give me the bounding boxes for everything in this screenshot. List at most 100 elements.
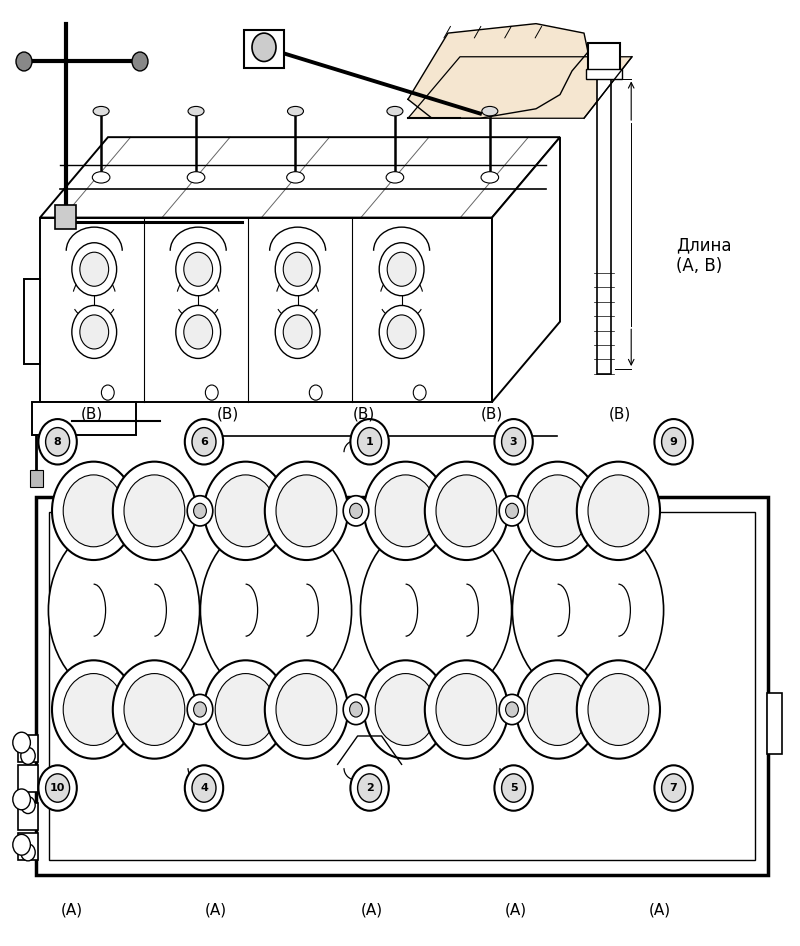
Circle shape	[425, 462, 508, 560]
Polygon shape	[408, 24, 588, 118]
Text: 9: 9	[670, 437, 678, 447]
Circle shape	[192, 774, 216, 802]
Circle shape	[275, 243, 320, 296]
Bar	[586, 69, 622, 79]
Bar	[18, 735, 38, 762]
Ellipse shape	[386, 172, 404, 184]
Circle shape	[350, 419, 389, 464]
Ellipse shape	[200, 518, 352, 702]
Circle shape	[343, 496, 369, 526]
Circle shape	[72, 306, 117, 359]
Circle shape	[252, 33, 276, 61]
Circle shape	[499, 496, 525, 526]
Circle shape	[46, 428, 70, 456]
Circle shape	[436, 475, 497, 547]
Circle shape	[310, 385, 322, 400]
Circle shape	[516, 462, 599, 560]
Circle shape	[425, 660, 508, 759]
Circle shape	[13, 732, 30, 753]
Circle shape	[102, 385, 114, 400]
Text: 6: 6	[200, 437, 208, 447]
Circle shape	[194, 702, 206, 717]
Circle shape	[46, 774, 70, 802]
Circle shape	[13, 789, 30, 810]
Circle shape	[113, 462, 196, 560]
Bar	[30, 470, 43, 487]
Circle shape	[502, 774, 526, 802]
Circle shape	[654, 419, 693, 464]
Circle shape	[358, 428, 382, 456]
Circle shape	[654, 765, 693, 811]
Circle shape	[52, 660, 135, 759]
Circle shape	[194, 503, 206, 518]
Circle shape	[185, 419, 223, 464]
Bar	[36, 497, 768, 875]
Circle shape	[506, 503, 518, 518]
Text: (B): (B)	[353, 407, 375, 422]
Circle shape	[343, 694, 369, 725]
Circle shape	[350, 702, 362, 717]
Circle shape	[187, 694, 213, 725]
Circle shape	[21, 797, 35, 814]
Text: 4: 4	[200, 783, 208, 793]
Text: (B): (B)	[609, 407, 631, 422]
Text: 7: 7	[670, 783, 678, 793]
Circle shape	[52, 462, 135, 560]
Circle shape	[124, 674, 185, 745]
Circle shape	[387, 253, 416, 287]
Circle shape	[265, 660, 348, 759]
Circle shape	[375, 475, 436, 547]
Circle shape	[206, 385, 218, 400]
Circle shape	[124, 475, 185, 547]
Circle shape	[283, 315, 312, 349]
Text: 5: 5	[510, 783, 518, 793]
Text: 10: 10	[50, 783, 66, 793]
Text: (A): (A)	[649, 902, 671, 918]
Ellipse shape	[512, 518, 664, 702]
Text: (A): (A)	[61, 902, 83, 918]
Circle shape	[283, 253, 312, 287]
Bar	[767, 693, 782, 754]
Circle shape	[80, 253, 109, 287]
Text: 8: 8	[54, 437, 62, 447]
Bar	[18, 803, 38, 830]
Polygon shape	[24, 279, 40, 364]
Circle shape	[364, 462, 447, 560]
Ellipse shape	[287, 106, 303, 116]
Circle shape	[494, 419, 533, 464]
Circle shape	[350, 503, 362, 518]
Bar	[18, 833, 38, 860]
Circle shape	[436, 674, 497, 745]
Circle shape	[176, 306, 221, 359]
Circle shape	[494, 765, 533, 811]
Circle shape	[204, 660, 287, 759]
Circle shape	[192, 428, 216, 456]
Circle shape	[499, 694, 525, 725]
Circle shape	[132, 52, 148, 71]
Circle shape	[16, 52, 32, 71]
Polygon shape	[40, 137, 560, 218]
Circle shape	[185, 765, 223, 811]
Circle shape	[414, 385, 426, 400]
Bar	[18, 765, 38, 792]
Circle shape	[506, 702, 518, 717]
Circle shape	[375, 674, 436, 745]
Ellipse shape	[361, 518, 512, 702]
Circle shape	[80, 315, 109, 349]
Ellipse shape	[49, 518, 200, 702]
Circle shape	[13, 834, 30, 855]
Circle shape	[577, 462, 660, 560]
Circle shape	[350, 765, 389, 811]
Text: 1: 1	[366, 437, 374, 447]
Circle shape	[113, 660, 196, 759]
Bar	[55, 205, 76, 229]
Circle shape	[215, 674, 276, 745]
Ellipse shape	[92, 172, 110, 184]
Circle shape	[662, 774, 686, 802]
Circle shape	[21, 747, 35, 764]
Circle shape	[502, 428, 526, 456]
Circle shape	[187, 496, 213, 526]
Circle shape	[379, 306, 424, 359]
Circle shape	[184, 315, 213, 349]
Text: (A): (A)	[205, 902, 227, 918]
